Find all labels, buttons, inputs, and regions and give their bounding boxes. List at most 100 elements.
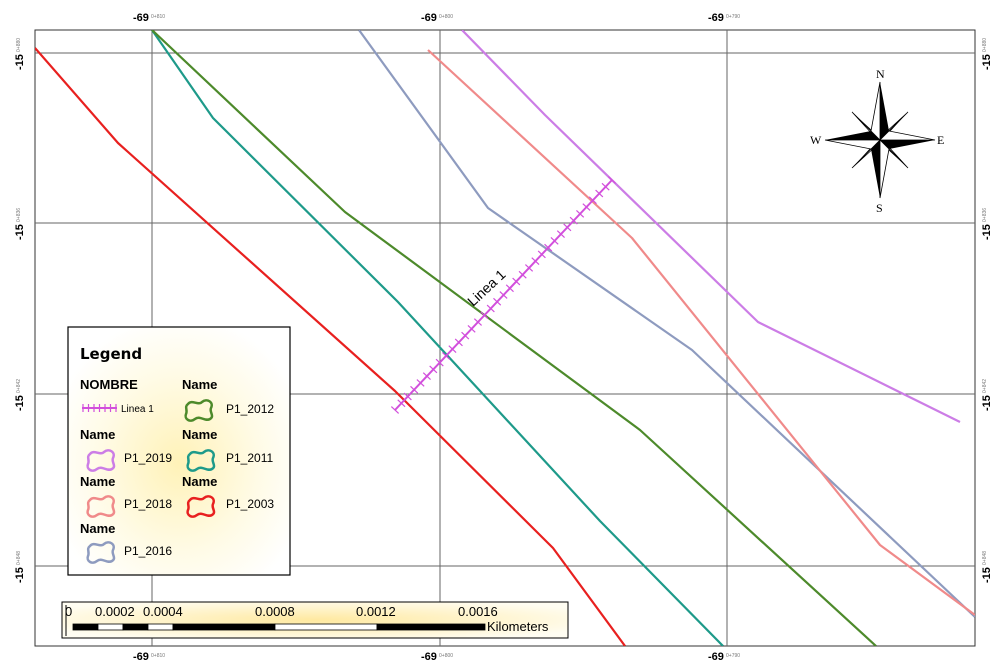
transect-tick <box>582 203 591 211</box>
scale-bar: 0 0.0002 0.0004 0.0008 0.0012 0.0016 Kil… <box>61 601 569 639</box>
scale-tick-0: 0 <box>65 604 72 619</box>
transect-tick <box>493 297 502 306</box>
grid-label-top-1: -69 <box>133 12 149 24</box>
grid-label-right-3: -15 <box>981 395 992 411</box>
transect-tick <box>410 385 419 394</box>
legend-polygon-p1-2003-icon <box>186 495 216 518</box>
transect-tick <box>467 324 476 333</box>
grid-labels-bottom: -69 0+810 -69 0+800 -69 0+790 <box>133 651 740 662</box>
legend-label-p1-2003: P1_2003 <box>226 497 274 511</box>
legend-polygon-p1-2016-icon <box>86 541 116 564</box>
line-p1-2011[interactable] <box>151 30 724 646</box>
grid-label-top-3-sup: 0+790 <box>726 14 740 20</box>
transect-tick <box>531 257 540 266</box>
transect-tick <box>461 331 470 340</box>
transect-tick <box>588 196 597 205</box>
transect-tick <box>473 318 483 326</box>
legend-polygon-p1-2011-icon <box>186 449 216 472</box>
grid-label-right-4: -15 <box>981 567 992 583</box>
transect-tick <box>435 358 444 367</box>
line-p1-2012[interactable] <box>151 30 877 646</box>
transect-tick <box>595 189 604 198</box>
line-p1-2016[interactable] <box>358 30 975 618</box>
legend-label-p1-2016: P1_2016 <box>124 544 172 558</box>
transect-tick <box>429 365 438 374</box>
grid-label-top-2: -69 <box>421 12 437 24</box>
north-arrow-icon: N S E W <box>810 67 944 215</box>
scale-bar-segments <box>72 623 486 631</box>
transect-tick <box>442 352 451 360</box>
grid-label-left-2-sup: 0+836 <box>16 208 22 222</box>
grid-labels-top: -69 0+810 -69 0+800 -69 0+790 <box>133 12 740 24</box>
grid-label-bottom-3: -69 <box>708 651 724 662</box>
grid-label-right-3-sup: 0+842 <box>982 379 988 393</box>
transect-tick <box>416 379 425 387</box>
transect-tick <box>499 291 508 299</box>
grid-labels-left: -15 0+880 -15 0+836 -15 0+842 -15 0+848 <box>14 38 26 583</box>
line-p1-2003[interactable] <box>35 47 626 646</box>
scale-tick-5: 0.0016 <box>458 604 498 619</box>
scale-tick-2: 0.0004 <box>143 604 183 619</box>
grid-label-right-4-sup: 0+848 <box>982 551 988 565</box>
grid-label-left-1: -15 <box>14 54 26 70</box>
transect-tick <box>454 338 463 347</box>
transect-tick <box>505 284 514 293</box>
legend-label-p1-2019: P1_2019 <box>124 451 172 465</box>
scale-unit-label: Kilometers <box>487 619 549 634</box>
transect-tick <box>601 182 610 191</box>
grid-label-left-2: -15 <box>14 224 26 240</box>
compass-west-label: W <box>810 133 822 147</box>
transect-tick <box>480 311 489 320</box>
transect-tick <box>422 372 431 381</box>
grid-label-left-3: -15 <box>14 395 26 411</box>
scale-bar-box <box>61 601 569 639</box>
grid-label-left-3-sup: 0+842 <box>16 379 22 393</box>
grid-label-left-1-sup: 0+880 <box>16 38 22 52</box>
legend-label-linea-1: Linea 1 <box>121 404 154 415</box>
grid-labels-right: -15 0+880 -15 0+836 -15 0+842 -15 0+848 <box>981 38 992 583</box>
transect-tick <box>563 223 572 232</box>
transect-tick <box>576 209 585 218</box>
grid-label-right-1-sup: 0+880 <box>982 38 988 52</box>
transect-tick <box>569 216 578 225</box>
scale-tick-4: 0.0012 <box>356 604 396 619</box>
grid-label-top-3: -69 <box>708 12 724 24</box>
transect-linea-1[interactable] <box>390 176 617 414</box>
compass-north-label: N <box>876 67 885 81</box>
transect-tick <box>448 345 457 353</box>
legend-polygon-p1-2018-icon <box>86 495 116 518</box>
transect-tick <box>556 230 565 238</box>
scale-tick-3: 0.0008 <box>255 604 295 619</box>
grid-label-bottom-1: -69 <box>133 651 149 662</box>
legend-line-symbol-icon <box>82 404 117 412</box>
grid-label-left-4: -15 <box>14 567 26 583</box>
legend-heading-name: Name <box>182 377 217 392</box>
line-p1-2018[interactable] <box>427 49 975 616</box>
legend-heading-name: Name <box>182 474 217 489</box>
legend-heading-name: Name <box>80 427 115 442</box>
transect-tick <box>512 277 521 286</box>
legend-heading-nombre: NOMBRE <box>80 377 138 392</box>
grid-label-top-1-sup: 0+810 <box>151 14 165 20</box>
grid-label-top-2-sup: 0+800 <box>439 14 453 20</box>
grid-label-bottom-3-sup: 0+790 <box>726 653 740 659</box>
transect-tick <box>397 399 406 408</box>
legend: Legend NOMBRE Linea 1 Name P1_2012 Name … <box>67 326 291 576</box>
transect-tick <box>550 237 559 245</box>
transect-tick <box>544 243 553 252</box>
scale-tick-1: 0.0002 <box>95 604 135 619</box>
legend-heading-name: Name <box>182 427 217 442</box>
legend-polygon-p1-2019-icon <box>86 449 116 472</box>
legend-heading-name: Name <box>80 474 115 489</box>
grid-label-right-1: -15 <box>981 54 992 70</box>
grid-label-bottom-2-sup: 0+800 <box>439 653 453 659</box>
transect-tick <box>518 270 527 279</box>
transect-tick <box>537 250 546 259</box>
line-p1-2019[interactable] <box>461 30 961 423</box>
legend-label-p1-2011: P1_2011 <box>226 451 273 465</box>
transect-tick <box>403 392 412 401</box>
grid-label-right-2-sup: 0+836 <box>982 208 988 222</box>
grid-label-bottom-1-sup: 0+810 <box>151 653 165 659</box>
transect-tick <box>607 176 617 184</box>
